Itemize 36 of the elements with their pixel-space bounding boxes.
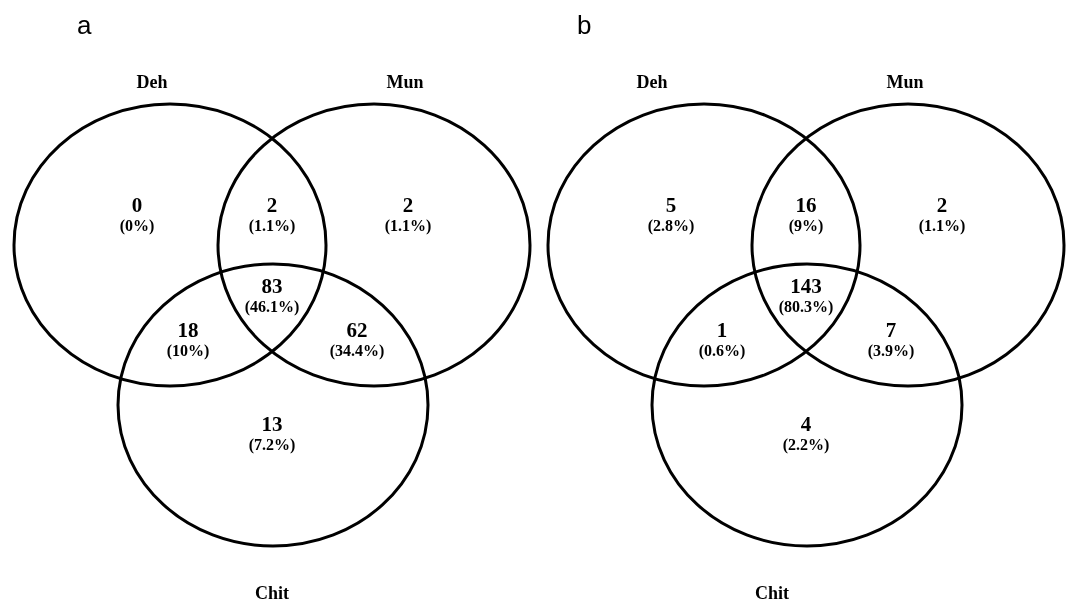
data-label: 18 [177, 318, 199, 342]
text: (0%) [119, 216, 155, 235]
text: Mun [386, 72, 424, 92]
text: Chit [754, 583, 790, 602]
text: Mun [886, 72, 924, 92]
data-label: 2 [402, 193, 414, 217]
data-label: 4 [800, 412, 812, 436]
text: Deh [636, 72, 668, 92]
data-label: 7 [885, 318, 897, 342]
text: (0.6%) [698, 341, 746, 360]
data-label: 143 [790, 274, 822, 298]
text: (80.3%) [778, 297, 834, 316]
data-label: 1 [716, 318, 728, 342]
text: (2.8%) [647, 216, 695, 235]
text: a [77, 10, 92, 40]
data-label: 83 [261, 274, 283, 298]
text: (9%) [788, 216, 824, 235]
data-label: 2 [266, 193, 278, 217]
data-label: 13 [261, 412, 283, 436]
text: (10%) [166, 341, 210, 360]
text: (1.1%) [248, 216, 296, 235]
text: (1.1%) [384, 216, 432, 235]
data-label: 2 [936, 193, 948, 217]
data-label: 0 [131, 193, 143, 217]
text: Chit [254, 583, 290, 602]
text: (46.1%) [244, 297, 300, 316]
text: (7.2%) [248, 435, 296, 454]
data-label: 62 [346, 318, 368, 342]
data-label: 5 [665, 193, 677, 217]
text: (2.2%) [782, 435, 830, 454]
text: (34.4%) [329, 341, 385, 360]
data-label: 16 [795, 193, 817, 217]
text: (1.1%) [918, 216, 966, 235]
text: (3.9%) [867, 341, 915, 360]
text: Deh [136, 72, 168, 92]
text: b [577, 10, 592, 40]
